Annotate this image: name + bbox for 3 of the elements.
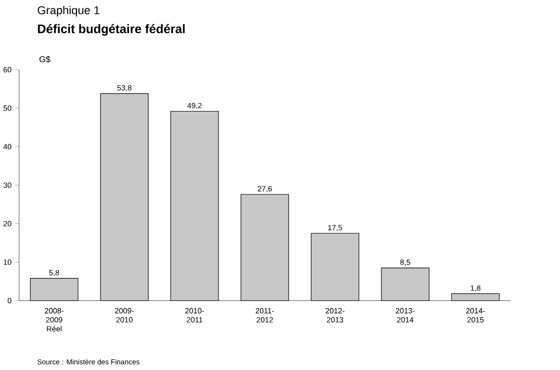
chart-subtitle: Graphique 1 — [38, 6, 100, 16]
chart-title: Déficit budgétaire fédéral — [38, 24, 185, 36]
y-axis-title: G$ — [40, 56, 50, 63]
